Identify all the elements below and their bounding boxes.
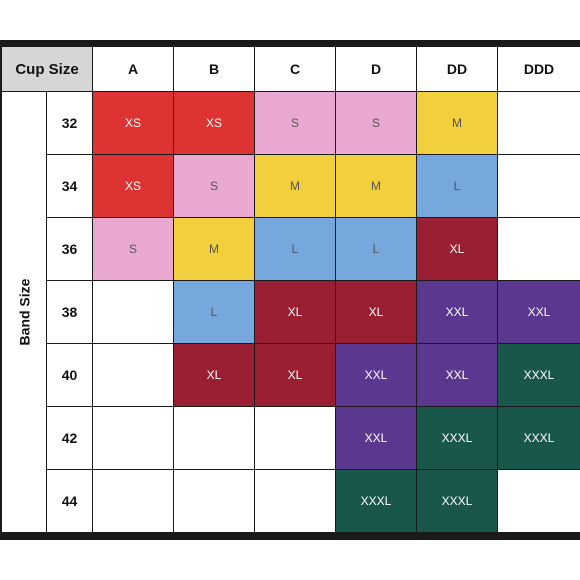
size-cell-42-d: XXL [336, 407, 416, 469]
size-cell-44-b [174, 470, 254, 532]
cup-size-header: Cup Size [2, 47, 92, 91]
band-header-38: 38 [47, 281, 92, 343]
cup-header-c: C [255, 47, 335, 91]
band-header-36: 36 [47, 218, 92, 280]
band-header-40: 40 [47, 344, 92, 406]
size-cell-34-ddd [498, 155, 580, 217]
band-header-34: 34 [47, 155, 92, 217]
cup-header-b: B [174, 47, 254, 91]
size-cell-36-d: L [336, 218, 416, 280]
size-cell-42-dd: XXXL [417, 407, 497, 469]
band-header-44: 44 [47, 470, 92, 532]
size-cell-38-b: L [174, 281, 254, 343]
size-cell-40-a [93, 344, 173, 406]
band-header-42: 42 [47, 407, 92, 469]
size-cell-38-a [93, 281, 173, 343]
size-cell-38-d: XL [336, 281, 416, 343]
size-cell-32-a: XS [93, 92, 173, 154]
size-cell-40-ddd: XXXL [498, 344, 580, 406]
size-cell-36-b: M [174, 218, 254, 280]
cup-header-d: D [336, 47, 416, 91]
size-cell-42-b [174, 407, 254, 469]
size-cell-32-dd: M [417, 92, 497, 154]
cup-header-ddd: DDD [498, 47, 580, 91]
size-cell-32-d: S [336, 92, 416, 154]
size-cell-44-c [255, 470, 335, 532]
size-cell-34-a: XS [93, 155, 173, 217]
size-cell-40-b: XL [174, 344, 254, 406]
size-cell-32-c: S [255, 92, 335, 154]
size-chart-grid: Cup Size A B C D DD DDD Band Size 32 XS XS… [2, 47, 580, 532]
size-cell-36-a: S [93, 218, 173, 280]
band-size-header: Band Size [2, 92, 46, 532]
size-cell-36-ddd [498, 218, 580, 280]
size-cell-42-c [255, 407, 335, 469]
size-cell-38-dd: XXL [417, 281, 497, 343]
size-cell-36-dd: XL [417, 218, 497, 280]
size-cell-44-a [93, 470, 173, 532]
size-cell-36-c: L [255, 218, 335, 280]
band-size-label: Band Size [16, 278, 32, 346]
size-cell-40-dd: XXL [417, 344, 497, 406]
size-chart-frame: Cup Size A B C D DD DDD Band Size 32 XS XS… [0, 40, 580, 540]
size-cell-34-c: M [255, 155, 335, 217]
size-cell-34-b: S [174, 155, 254, 217]
size-cell-44-d: XXXL [336, 470, 416, 532]
cup-header-dd: DD [417, 47, 497, 91]
size-cell-42-a [93, 407, 173, 469]
size-cell-32-b: XS [174, 92, 254, 154]
size-cell-34-dd: L [417, 155, 497, 217]
size-cell-40-d: XXL [336, 344, 416, 406]
size-cell-38-c: XL [255, 281, 335, 343]
size-cell-38-ddd: XXL [498, 281, 580, 343]
size-cell-34-d: M [336, 155, 416, 217]
cup-header-a: A [93, 47, 173, 91]
band-header-32: 32 [47, 92, 92, 154]
size-cell-32-ddd [498, 92, 580, 154]
size-cell-40-c: XL [255, 344, 335, 406]
size-cell-44-dd: XXXL [417, 470, 497, 532]
size-cell-44-ddd [498, 470, 580, 532]
size-cell-42-ddd: XXXL [498, 407, 580, 469]
